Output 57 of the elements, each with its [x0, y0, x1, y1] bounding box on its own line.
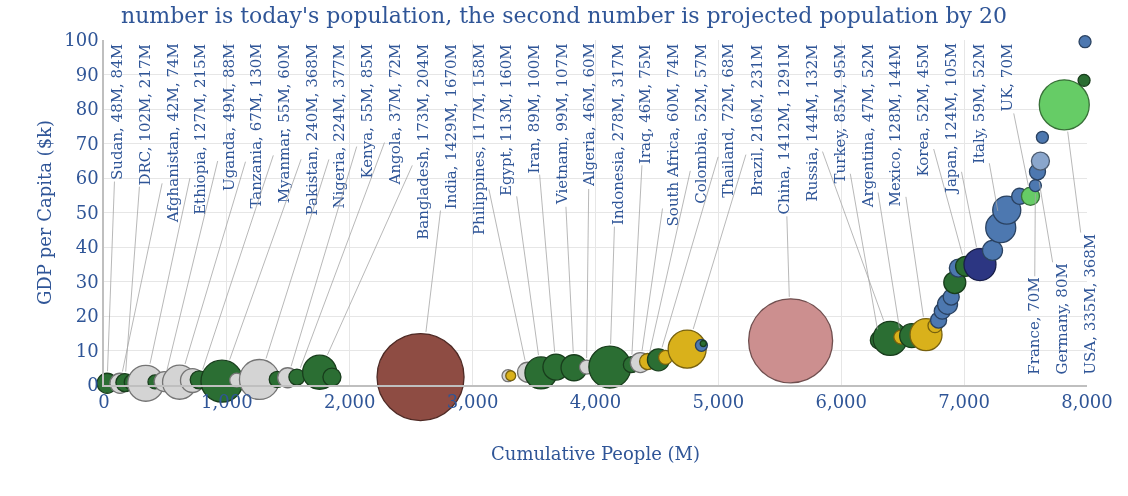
- annotation: Iraq, 46M, 75M: [636, 44, 655, 165]
- annotation: Argentina, 47M, 52M: [858, 43, 877, 209]
- annotation: Colombia, 52M, 57M: [691, 43, 710, 204]
- x-tick-label: 2,000: [323, 391, 376, 413]
- annotation: Myanmar, 55M, 60M: [275, 44, 294, 204]
- annotation: Pakistan, 240M, 368M: [302, 43, 321, 216]
- annotation: Algeria, 46M, 60M: [580, 43, 599, 188]
- chart-title: number is today's population, the second number is projected population by 20: [121, 2, 1007, 28]
- annotation: Ethiopia, 127M, 215M: [190, 43, 209, 215]
- x-tick-label: 8,000: [1061, 391, 1113, 413]
- annotation: Tanzania, 67M, 130M: [247, 43, 266, 209]
- annotation: UK, 70M: [997, 43, 1016, 112]
- annotation: Turkey, 85M, 95M: [831, 44, 850, 184]
- x-axis-title: Cumulative People (M): [491, 442, 700, 464]
- annotation: USA, 335M, 368M: [1081, 233, 1100, 375]
- annotation: Indonesia, 278M, 317M: [608, 43, 627, 226]
- annotation: DRC, 102M, 217M: [136, 44, 155, 186]
- annotation: South Africa, 60M, 74M: [663, 43, 682, 227]
- annotation: Iran, 89M, 100M: [525, 44, 544, 174]
- x-tick-label: 7,000: [938, 391, 990, 413]
- annotation: Afghanistan, 42M, 74M: [164, 43, 183, 224]
- annotation: India, 1429M, 1670M: [442, 44, 461, 210]
- y-tick-label: 50: [75, 201, 99, 223]
- annotation: Nigeria, 224M, 377M: [330, 44, 349, 209]
- y-tick-label: 100: [64, 29, 99, 51]
- annotation: Thailand, 72M, 68M: [719, 43, 738, 198]
- annotation: Philippines, 117M, 158M: [469, 43, 488, 236]
- annotation: Vietnam, 99M, 107M: [552, 43, 571, 206]
- y-tick-label: 60: [75, 167, 99, 189]
- annotation: Japan, 124M, 105M: [941, 42, 960, 196]
- x-tick-label: 4,000: [569, 391, 622, 413]
- y-tick-label: 20: [75, 305, 99, 327]
- annotation: Uganda, 49M, 88M: [219, 43, 238, 191]
- y-axis-title: GDP per Capita ($k): [33, 119, 55, 306]
- annotation: France, 70M: [1025, 277, 1044, 375]
- annotation: Kenya, 55M, 85M: [357, 43, 376, 179]
- annotation: Germany, 80M: [1052, 263, 1071, 375]
- annotation: Angola, 37M, 72M: [385, 43, 404, 186]
- annotation: Russia, 144M, 132M: [803, 44, 822, 202]
- y-tick-label: 80: [75, 98, 99, 120]
- x-tick-label: 6,000: [815, 391, 868, 413]
- y-tick-label: 90: [75, 63, 99, 85]
- annotation: Korea, 52M, 45M: [913, 43, 932, 177]
- annotation: Mexico, 128M, 144M: [886, 44, 905, 207]
- x-tick-label: 1,000: [201, 391, 253, 413]
- annotation: Italy, 59M, 52M: [969, 43, 988, 164]
- x-tick-label: 5,000: [692, 391, 745, 413]
- annotation: Bangladesh, 173M, 204M: [413, 43, 432, 240]
- annotation: Egypt, 113M, 160M: [497, 44, 516, 197]
- y-tick-label: 10: [75, 339, 99, 361]
- annotation: China, 1412M, 1291M: [774, 43, 793, 215]
- y-tick-label: 40: [75, 236, 99, 258]
- y-tick-label: 70: [75, 132, 99, 154]
- annotation: Brazil, 216M, 231M: [747, 44, 766, 197]
- annotation: Sudan, 48M, 84M: [107, 43, 126, 181]
- y-tick-label: 30: [75, 270, 99, 292]
- y-tick-label: 0: [87, 374, 99, 396]
